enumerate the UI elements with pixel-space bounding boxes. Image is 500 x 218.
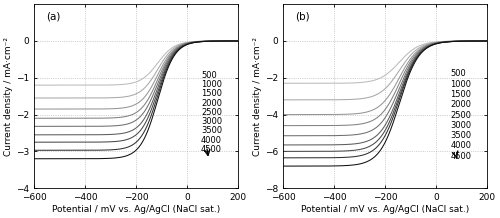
Text: 3500: 3500 xyxy=(201,126,222,135)
Text: 3000: 3000 xyxy=(201,117,222,126)
Text: 3500: 3500 xyxy=(450,131,471,140)
Text: 2500: 2500 xyxy=(450,111,471,119)
Text: 1500: 1500 xyxy=(201,89,222,98)
X-axis label: Potential / mV vs. Ag/AgCl (NaCl sat.): Potential / mV vs. Ag/AgCl (NaCl sat.) xyxy=(301,205,470,214)
Text: 2500: 2500 xyxy=(201,108,222,117)
Text: 1500: 1500 xyxy=(450,90,471,99)
Text: 2000: 2000 xyxy=(201,99,222,108)
Y-axis label: Current density / mA·cm⁻²: Current density / mA·cm⁻² xyxy=(254,37,262,156)
Y-axis label: Current density / mA·cm⁻²: Current density / mA·cm⁻² xyxy=(4,37,13,156)
X-axis label: Potential / mV vs. Ag/AgCl (NaCl sat.): Potential / mV vs. Ag/AgCl (NaCl sat.) xyxy=(52,205,220,214)
Text: (a): (a) xyxy=(46,12,60,22)
Text: 3000: 3000 xyxy=(450,121,471,130)
Text: 4000: 4000 xyxy=(201,136,222,145)
Text: 4500: 4500 xyxy=(450,152,471,161)
Text: 2000: 2000 xyxy=(450,100,471,109)
Text: 500: 500 xyxy=(450,70,466,78)
Text: 1000: 1000 xyxy=(201,80,222,89)
Text: 500: 500 xyxy=(201,71,217,80)
Text: (b): (b) xyxy=(296,12,310,22)
Text: 1000: 1000 xyxy=(450,80,471,89)
Text: 4500: 4500 xyxy=(201,145,222,154)
Text: 4000: 4000 xyxy=(450,141,471,150)
